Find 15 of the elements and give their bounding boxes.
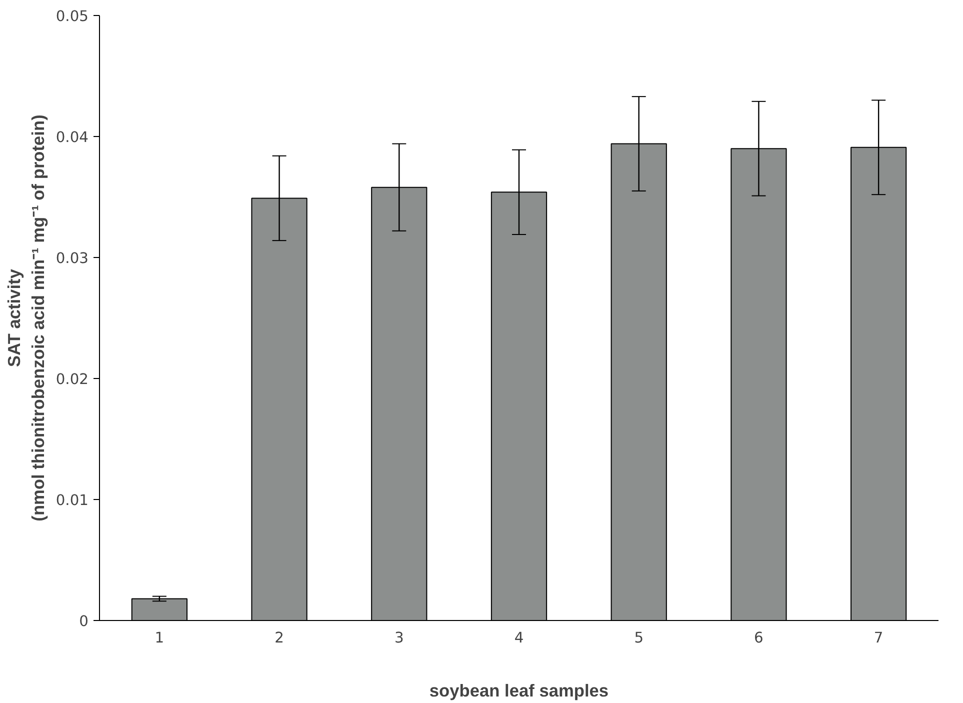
x-tick-label: 3 (394, 630, 404, 646)
y-axis-title: SAT activity (nmol thionitrobenzoic acid min⁻¹ mg⁻¹ of protein) (4, 114, 48, 522)
y-tick-label: 0.05 (56, 8, 89, 25)
x-tick-label: 4 (514, 630, 524, 646)
x-tick-label: 7 (874, 630, 884, 646)
x-tick-label: 1 (154, 630, 164, 646)
x-axis-title: soybean leaf samples (429, 680, 609, 700)
y-tick-label: 0 (79, 613, 89, 630)
y-tick-label: 0.01 (56, 492, 89, 509)
x-tick-label: 2 (274, 630, 284, 646)
y-tick-label: 0.03 (56, 250, 89, 267)
x-tick-label: 5 (634, 630, 644, 646)
x-tick-label: 6 (754, 630, 764, 646)
y-tick-label: 0.02 (56, 371, 89, 388)
y-tick-label: 0.04 (56, 129, 89, 146)
